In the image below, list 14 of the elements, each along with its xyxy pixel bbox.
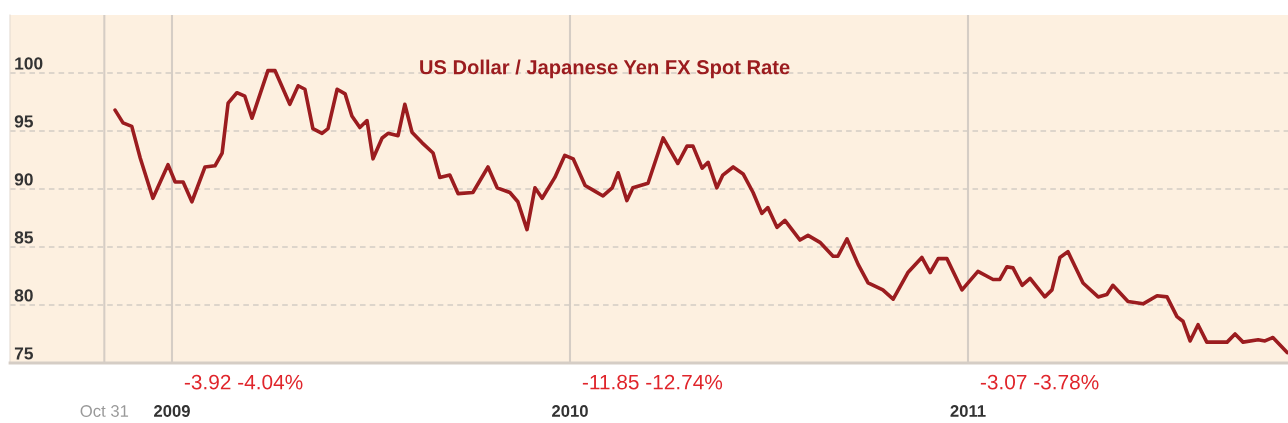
y-tick-label: 85 (14, 231, 33, 244)
x-tick-label: 2010 (552, 405, 588, 417)
y-tick-label: 90 (14, 173, 33, 186)
text: US Dollar / Japanese Yen FX Spot Rate (420, 59, 790, 79)
x-tick-label: 2011 (950, 405, 986, 417)
y-tick-label: 95 (14, 115, 33, 128)
x-tick-label: Oct 31 (80, 405, 129, 417)
y-tick-label: 80 (14, 289, 33, 302)
x-tick-label: 2009 (154, 405, 190, 417)
text: -3.07 -3.78% (980, 374, 1099, 390)
text: -3.92 -4.04% (184, 374, 303, 390)
text: -11.85 -12.74% (582, 374, 723, 390)
y-tick-label: 100 (15, 57, 43, 70)
y-tick-label: 75 (14, 347, 33, 360)
